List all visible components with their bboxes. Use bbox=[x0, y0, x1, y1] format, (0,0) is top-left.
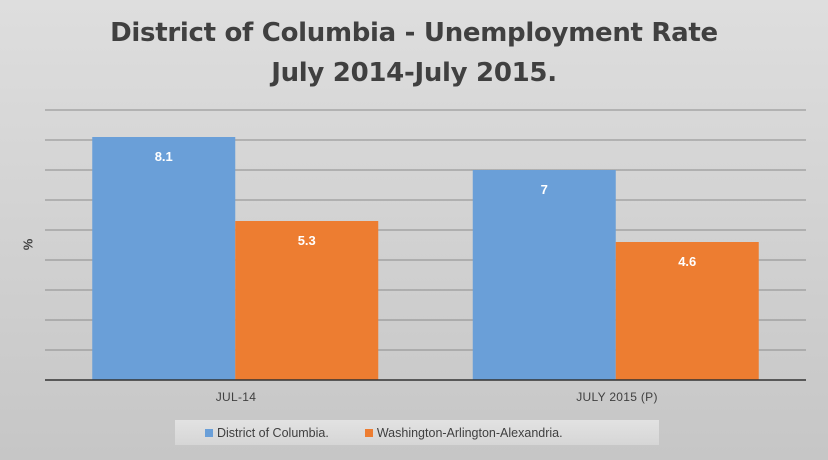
legend-label-washington: Washington-Arlington-Alexandria. bbox=[376, 425, 563, 440]
legend-swatch-district bbox=[205, 428, 213, 437]
data-label-district-0: 8.1 bbox=[155, 149, 173, 164]
chart-title: District of Columbia - Unemployment Rate bbox=[110, 18, 718, 48]
bar-district-0 bbox=[92, 137, 236, 380]
legend: District of Columbia. Washington-Arlingt… bbox=[175, 420, 659, 445]
legend-item-washington: Washington-Arlington-Alexandria. bbox=[364, 425, 563, 440]
bar-district-1 bbox=[472, 170, 616, 380]
y-axis-label: % bbox=[20, 238, 36, 251]
chart-subtitle: July 2014-July 2015. bbox=[271, 58, 557, 88]
data-label-washington-0: 5.3 bbox=[298, 233, 316, 248]
legend-item-district: District of Columbia. bbox=[205, 426, 329, 440]
x-tick-label-0: JUL-14 bbox=[215, 390, 257, 404]
data-label-district-1: 7 bbox=[541, 182, 548, 197]
x-tick-label-1: JULY 2015 (P) bbox=[576, 390, 658, 404]
legend-swatch-washington bbox=[364, 428, 373, 437]
legend-label-district: District of Columbia. bbox=[217, 425, 329, 440]
bar-washington-1 bbox=[615, 242, 759, 380]
data-label-washington-1: 4.6 bbox=[678, 254, 696, 269]
bar-washington-0 bbox=[235, 221, 379, 380]
